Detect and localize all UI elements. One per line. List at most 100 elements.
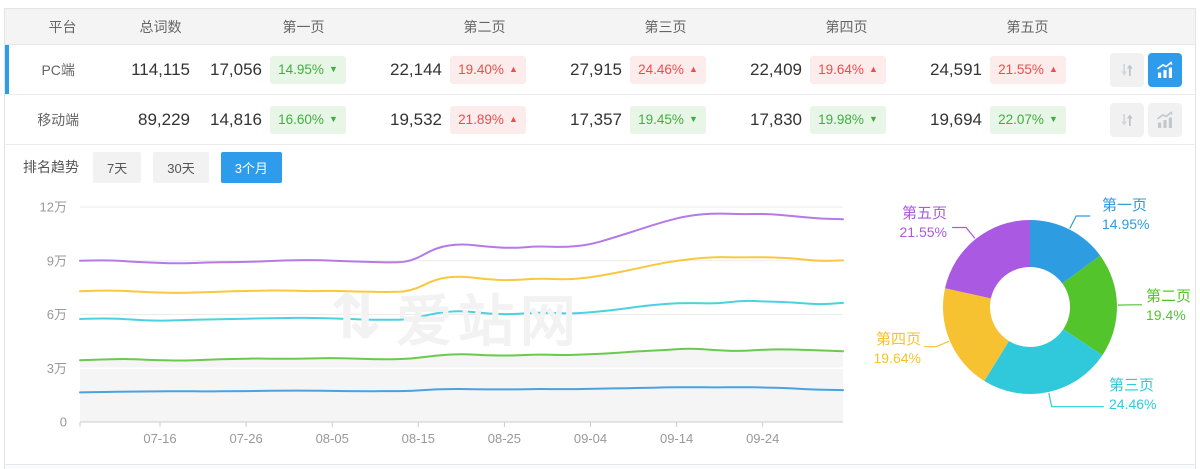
x-axis-label: 09-14: [660, 431, 693, 446]
trend-toolbar: 排名趋势 7天 30天 3个月: [5, 145, 1195, 189]
total-keywords: 114,115: [131, 59, 190, 79]
donut-slice-page-4: [942, 288, 1009, 381]
page-count: 17,830: [750, 109, 802, 129]
change-badge: 19.64% ▲: [810, 55, 886, 84]
arrow-up-icon: ▲: [508, 64, 518, 74]
x-axis-label: 08-15: [402, 431, 435, 446]
change-pct: 21.55%: [998, 62, 1044, 77]
sort-button[interactable]: [1110, 52, 1144, 87]
series-line-1-purple: [79, 212, 844, 265]
change-pct: 14.95%: [278, 62, 324, 77]
change-pct: 19.98%: [818, 112, 864, 127]
page-2-cell: 22,144 19.40% ▲: [390, 55, 570, 84]
page-count: 17,357: [570, 109, 622, 129]
page-5-cell: 19,694 22.07% ▼: [930, 105, 1110, 134]
change-pct: 21.89%: [458, 112, 504, 127]
x-axis-label: 07-16: [143, 431, 176, 446]
table-row-mobile[interactable]: 移动端 89,229 14,816 16.60% ▼ 19,532 21.89% ▲ 17,35…: [5, 95, 1195, 145]
page-count: 24,591: [930, 59, 982, 79]
donut-label-page-4: 第四页 19.64%: [865, 331, 921, 367]
x-axis-label: 07-26: [229, 431, 262, 446]
row-selected-indicator: [5, 95, 9, 144]
change-badge: 16.60% ▼: [270, 105, 346, 134]
sort-arrows-icon: [1121, 63, 1133, 76]
change-badge: 19.45% ▼: [630, 105, 706, 134]
page-count: 27,915: [570, 59, 622, 79]
donut-slice-page-2: [1062, 255, 1117, 356]
tab-range-1[interactable]: 7天: [93, 151, 142, 183]
donut-slice-page-5: [945, 220, 1030, 299]
table-row-pc[interactable]: PC端 114,115 17,056 14.95% ▼ 22,144 19.40% ▲ 27,9…: [5, 45, 1195, 95]
trend-line-chart: 0 3万 6万 9万 12万 07-16 07-26 08-05 08-15 08-25 09-04…: [5, 189, 865, 464]
platform-name: PC端: [41, 61, 75, 78]
donut-leader-line: [952, 226, 976, 239]
charts-area: 0 3万 6万 9万 12万 07-16 07-26 08-05 08-15 08-25 09-04…: [5, 189, 1195, 464]
change-badge: 22.07% ▼: [990, 105, 1066, 134]
trend-range-tabs: 7天 30天 3个月: [93, 151, 294, 183]
trend-line-chart-svg: 0 3万 6万 9万 12万 07-16 07-26 08-05 08-15 08-25 09-04…: [40, 200, 844, 446]
donut-label-page-3: 第三页 24.46%: [1109, 377, 1179, 413]
change-badge: 19.40% ▲: [450, 55, 526, 84]
x-axis-label: 08-05: [316, 431, 349, 446]
total-keywords: 89,229: [138, 109, 190, 129]
donut-label-name: 第三页: [1109, 377, 1155, 394]
page-count: 17,056: [210, 59, 262, 79]
show-chart-button[interactable]: [1148, 52, 1182, 87]
donut-label-page-1: 第一页 14.95%: [1102, 197, 1172, 233]
page-4-cell: 22,409 19.64% ▲: [750, 55, 930, 84]
series-line-3-cyan: [79, 299, 844, 322]
donut-slice-page-1: [1030, 220, 1101, 284]
page-count: 22,144: [390, 59, 442, 79]
donut-label-page-5: 第五页 21.55%: [885, 205, 947, 241]
column-header-4: 第二页: [463, 18, 506, 35]
bar-chart-icon: [1157, 110, 1173, 128]
tab-range-2[interactable]: 30天: [153, 151, 209, 183]
y-axis-label: 3万: [47, 361, 67, 376]
tab-range-3[interactable]: 3个月: [220, 151, 282, 183]
series-line-5-blue: [79, 386, 844, 394]
y-axis-label: 0: [60, 415, 67, 430]
rank-table-body: PC端 114,115 17,056 14.95% ▼ 22,144 19.40% ▲ 27,9…: [5, 45, 1195, 145]
arrow-up-icon: ▲: [688, 64, 698, 74]
column-header-7: 第五页: [1006, 18, 1049, 35]
trend-title: 排名趋势: [23, 159, 79, 175]
change-pct: 19.40%: [458, 62, 504, 77]
sort-button[interactable]: [1110, 102, 1144, 137]
change-pct: 19.45%: [638, 112, 684, 127]
page-3-cell: 27,915 24.46% ▲: [570, 55, 750, 84]
page-1-cell: 14,816 16.60% ▼: [210, 105, 390, 134]
page-4-cell: 17,830 19.98% ▼: [750, 105, 930, 134]
donut-label-name: 第五页: [901, 205, 947, 222]
change-pct: 19.64%: [818, 62, 864, 77]
donut-label-pct: 19.64%: [873, 349, 921, 366]
donut-label-pct: 24.46%: [1109, 395, 1157, 412]
page-count: 22,409: [750, 59, 802, 79]
donut-leader-line: [1048, 392, 1104, 408]
donut-leader-line: [1069, 215, 1091, 229]
change-pct: 22.07%: [998, 112, 1044, 127]
donut-label-pct: 14.95%: [1102, 215, 1150, 232]
x-axis-label: 09-04: [574, 431, 607, 446]
donut-label-pct: 21.55%: [899, 223, 947, 240]
page-distribution-donut-svg: [924, 215, 1142, 408]
change-badge: 19.98% ▼: [810, 105, 886, 134]
page-2-cell: 19,532 21.89% ▲: [390, 105, 570, 134]
rank-table-header: 平台 总词数 第一页 第二页 第三页 第四页 第五页: [5, 9, 1195, 45]
arrow-down-icon: ▼: [868, 114, 878, 124]
arrow-up-icon: ▲: [868, 64, 878, 74]
show-chart-button[interactable]: [1148, 102, 1182, 137]
x-axis-label: 08-25: [488, 431, 521, 446]
arrow-up-icon: ▲: [1048, 64, 1058, 74]
column-header-3: 第一页: [282, 18, 325, 35]
column-header-2: 总词数: [139, 18, 182, 35]
change-badge: 24.46% ▲: [630, 55, 706, 84]
donut-slice-page-3: [984, 329, 1103, 394]
bar-chart-icon: [1157, 60, 1173, 78]
donut-label-name: 第一页: [1102, 197, 1148, 214]
page-3-cell: 17,357 19.45% ▼: [570, 105, 750, 134]
change-pct: 24.46%: [638, 62, 684, 77]
row-selected-indicator: [5, 45, 9, 94]
page-count: 19,694: [930, 109, 982, 129]
arrow-up-icon: ▲: [508, 114, 518, 124]
rank-table: 平台 总词数 第一页 第二页 第三页 第四页 第五页 PC端 114,115 17,056 14.…: [5, 9, 1195, 145]
